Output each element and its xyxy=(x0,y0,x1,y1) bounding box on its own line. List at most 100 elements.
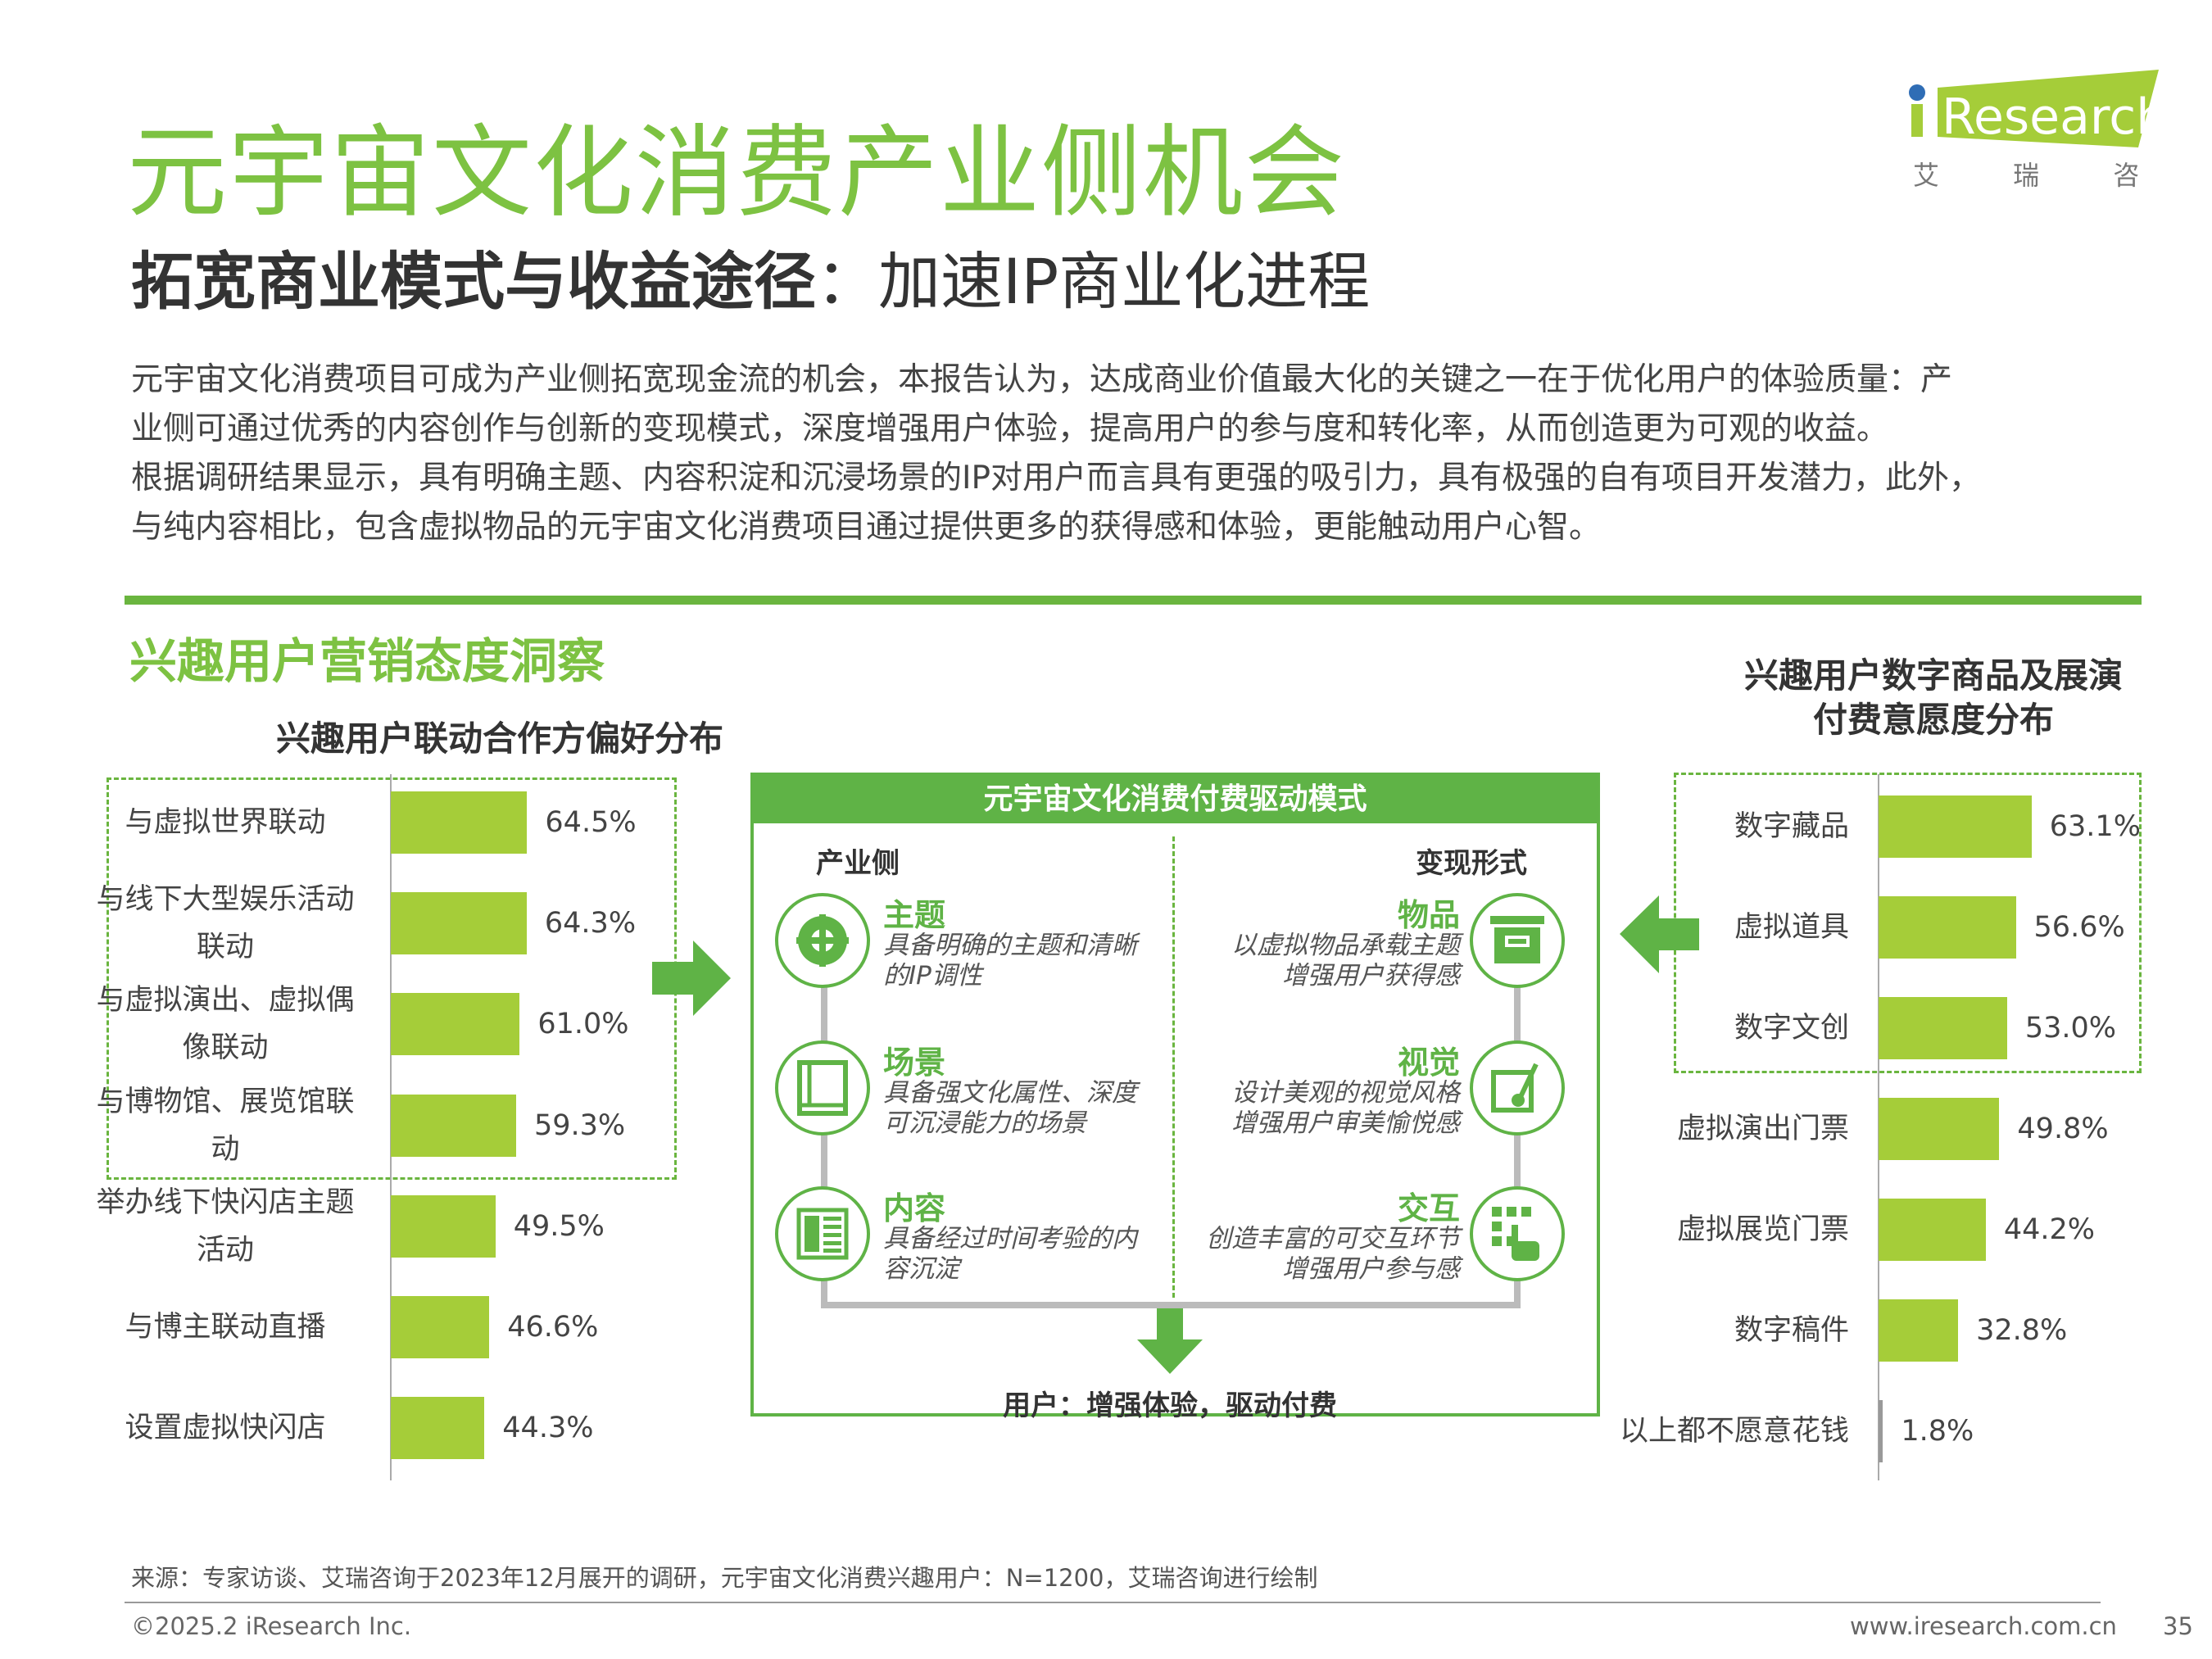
label-line: 举办线下快闪店主题 xyxy=(96,1186,355,1219)
industry-side-heading: 产业侧 xyxy=(816,847,900,880)
bar-label: 与博物馆、展览馆联动 xyxy=(86,1078,365,1173)
bar-value: 44.2% xyxy=(2003,1213,2096,1246)
model-left-desc: 具备明确的主题和清晰 xyxy=(883,931,1137,960)
label-line: 活动 xyxy=(196,1234,254,1267)
bar-label: 数字文创 xyxy=(1734,1012,1849,1045)
bar-label: 举办线下快闪店主题 活动 xyxy=(86,1179,365,1274)
label-line: 设置虚拟快闪店 xyxy=(125,1412,326,1444)
divider xyxy=(125,596,2142,605)
page-title: 元宇宙文化消费产业侧机会 xyxy=(127,115,1346,231)
para-line: 与纯内容相比，包含虚拟物品的元宇宙文化消费项目通过提供更多的获得感和体验，更能触… xyxy=(131,509,1602,546)
item-box-icon xyxy=(1470,893,1565,988)
bar xyxy=(391,791,528,854)
connector xyxy=(821,1302,1521,1308)
left-chart-title: 兴趣用户联动合作方偏好分布 xyxy=(275,718,723,759)
bar-value: 44.3% xyxy=(502,1412,594,1444)
bar-label: 虚拟演出门票 xyxy=(1676,1113,1849,1145)
model-conclusion: 用户：增强体验，驱动付费 xyxy=(1003,1389,1337,1422)
subtitle-rest: ：加速IP商业化进程 xyxy=(816,245,1371,318)
bar-value: 59.3% xyxy=(533,1109,626,1142)
svg-text:Research: Research xyxy=(1942,88,2167,146)
bar-value: 63.1% xyxy=(2049,810,2141,843)
bar xyxy=(391,1195,496,1258)
payment-driver-model: 元宇宙文化消费付费驱动模式 xyxy=(750,773,1600,1416)
label-line: 与虚拟世界联动 xyxy=(125,806,326,839)
bar xyxy=(391,1296,490,1358)
para-line: 业侧可通过优秀的内容创作与创新的变现模式，深度增强用户体验，提高用户的参与度和转… xyxy=(131,410,1889,447)
label-line: 动 xyxy=(211,1133,240,1166)
bar-label: 虚拟展览门票 xyxy=(1676,1213,1849,1246)
title-line: 付费意愿度分布 xyxy=(1812,700,2054,740)
label-line: 像联动 xyxy=(182,1031,269,1064)
model-left-desc: 可沉浸能力的场景 xyxy=(883,1108,1086,1138)
theme-icon xyxy=(775,893,870,988)
label-line: 与博物馆、展览馆联 xyxy=(96,1086,355,1118)
label-line: 联动 xyxy=(196,931,254,963)
label-line: 与虚拟演出、虚拟偶 xyxy=(96,984,355,1017)
iresearch-logo: Research 艾 瑞 咨 询 xyxy=(1905,70,2212,201)
source-note: 来源：专家访谈、艾瑞咨询于2023年12月展开的调研，元宇宙文化消费兴趣用户：N… xyxy=(131,1564,1318,1592)
bar-value: 32.8% xyxy=(1976,1314,2068,1347)
bar-value: 49.5% xyxy=(513,1210,605,1243)
model-left-heading: 主题 xyxy=(883,897,946,933)
model-left-desc: 具备强文化属性、深度 xyxy=(883,1078,1137,1108)
bar-label: 设置虚拟快闪店 xyxy=(86,1404,365,1452)
model-left-desc: 具备经过时间考验的内 xyxy=(883,1224,1137,1253)
model-right-desc: 增强用户审美愉悦感 xyxy=(1231,1108,1460,1138)
bar xyxy=(1879,1199,1986,1261)
para-line: 元宇宙文化消费项目可成为产业侧拓宽现金流的机会，本报告认为，达成商业价值最大化的… xyxy=(131,361,1953,398)
interaction-touch-icon xyxy=(1470,1186,1565,1281)
bar-value: 53.0% xyxy=(2024,1012,2117,1045)
bar-label: 虚拟道具 xyxy=(1734,911,1849,944)
bar xyxy=(391,1397,485,1459)
bar-value: 64.3% xyxy=(544,907,637,940)
para-line: 根据调研结果显示，具有明确主题、内容积淀和沉浸场景的IP对用户而言具有更强的吸引… xyxy=(131,460,1982,496)
bar-label: 与博主联动直播 xyxy=(86,1303,365,1351)
label-line: 与线下大型娱乐活动 xyxy=(96,883,355,916)
copyright: ©2025.2 iResearch Inc. xyxy=(131,1612,412,1640)
bar-value: 46.6% xyxy=(507,1311,599,1344)
bar-value: 49.8% xyxy=(2017,1113,2109,1145)
monetization-heading: 变现形式 xyxy=(1416,847,1527,880)
arrow-left-icon xyxy=(1620,895,1699,977)
page-subtitle: 拓宽商业模式与收益途径：加速IP商业化进程 xyxy=(131,231,1370,321)
label-line: 与博主联动直播 xyxy=(125,1311,326,1344)
model-right-desc: 创造丰富的可交互环节 xyxy=(1206,1224,1460,1253)
model-right-heading: 物品 xyxy=(1397,897,1460,933)
bar-value: 1.8% xyxy=(1901,1415,1974,1448)
website-link[interactable]: www.iresearch.com.cn xyxy=(1850,1612,2117,1640)
scene-icon xyxy=(775,1040,870,1135)
arrow-right-icon xyxy=(652,941,731,1019)
section-title: 兴趣用户营销态度洞察 xyxy=(129,633,605,689)
intro-paragraph: 元宇宙文化消费项目可成为产业侧拓宽现金流的机会，本报告认为，达成商业价值最大化的… xyxy=(131,356,2138,552)
bar-label: 数字藏品 xyxy=(1734,810,1849,843)
model-right-desc: 增强用户获得感 xyxy=(1282,961,1460,990)
page-number: 35 xyxy=(2163,1612,2193,1640)
bar-value: 64.5% xyxy=(545,806,637,839)
bar-value: 61.0% xyxy=(537,1008,629,1040)
bar-label: 与线下大型娱乐活动 联动 xyxy=(86,876,365,971)
visual-brush-icon xyxy=(1470,1040,1565,1135)
arrow-down-icon xyxy=(1137,1308,1203,1377)
bar xyxy=(391,892,527,954)
content-icon xyxy=(775,1186,870,1281)
bar xyxy=(1879,1299,1959,1362)
bar xyxy=(1879,1098,2000,1160)
model-left-heading: 场景 xyxy=(883,1045,946,1081)
bar xyxy=(1879,796,2032,858)
model-left-desc: 的IP调性 xyxy=(883,961,982,990)
logo-cn: 艾 瑞 咨 询 xyxy=(1913,160,2212,191)
bar-label: 以上都不愿意花钱 xyxy=(1619,1415,1849,1448)
bar xyxy=(1879,896,2016,959)
title-line: 兴趣用户数字商品及展演 xyxy=(1743,655,2123,696)
model-right-desc: 以虚拟物品承载主题 xyxy=(1231,931,1460,960)
bar xyxy=(391,1095,516,1157)
right-chart-title: 兴趣用户数字商品及展演 付费意愿度分布 xyxy=(1688,654,2179,742)
bar xyxy=(1879,1400,1883,1462)
model-right-desc: 增强用户参与感 xyxy=(1282,1254,1460,1284)
bar-label: 与虚拟世界联动 xyxy=(86,799,365,846)
bar-value: 56.6% xyxy=(2033,911,2125,944)
bar-label: 与虚拟演出、虚拟偶 像联动 xyxy=(86,977,365,1072)
model-right-desc: 设计美观的视觉风格 xyxy=(1231,1078,1460,1108)
footer-divider xyxy=(125,1602,2101,1603)
